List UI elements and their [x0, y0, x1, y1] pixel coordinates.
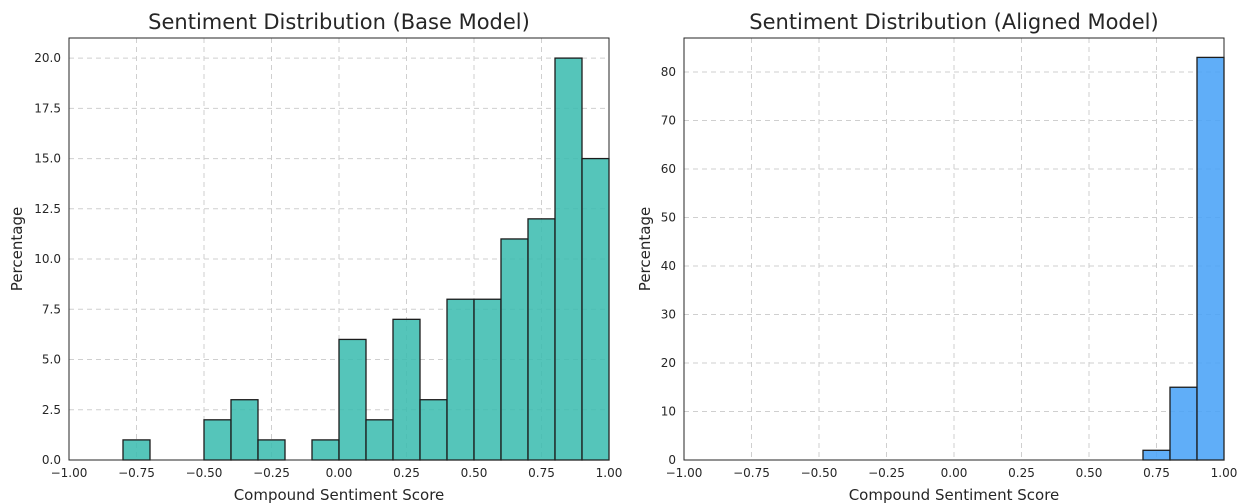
base-y-tick-label: 17.5: [34, 101, 61, 115]
base-histogram-bar: [554, 57, 583, 461]
aligned-y-tick-label: 0: [668, 453, 676, 467]
aligned-x-tick-label: −0.75: [733, 466, 770, 480]
base-histogram-bar: [581, 157, 610, 461]
base-y-tick-label: 2.5: [42, 403, 61, 417]
base-x-tick-label: 1.00: [596, 466, 623, 480]
aligned-chart-xlabel: Compound Sentiment Score: [849, 486, 1060, 504]
base-histogram-bar: [500, 238, 529, 461]
aligned-chart-ylabel: Percentage: [636, 207, 654, 291]
aligned-histogram-bar: [1169, 386, 1198, 461]
aligned-y-tick-label: 40: [661, 259, 676, 273]
base-model-chart: Sentiment Distribution (Base Model) Comp…: [8, 10, 622, 504]
base-x-tick-label: −0.50: [186, 466, 223, 480]
base-bars: [122, 57, 610, 461]
aligned-x-tick-label: −0.50: [801, 466, 838, 480]
aligned-tick-labels: −1.00 −0.75 −0.50 −0.25 0.00 0.25 0.50 0.75 1.00…: [661, 65, 1238, 480]
base-x-tick-label: −1.00: [51, 466, 88, 480]
base-histogram-bar: [203, 419, 232, 461]
base-chart-ylabel: Percentage: [8, 207, 26, 291]
base-x-tick-label: 0.25: [393, 466, 420, 480]
base-y-tick-label: 10.0: [34, 252, 61, 266]
aligned-y-tick-label: 70: [661, 113, 676, 127]
aligned-y-tick-label: 80: [661, 65, 676, 79]
aligned-y-tick-label: 50: [661, 210, 676, 224]
base-histogram-bar: [419, 399, 448, 461]
base-histogram-bar: [392, 318, 421, 461]
aligned-histogram-bar: [1196, 56, 1225, 461]
aligned-y-tick-label: 60: [661, 162, 676, 176]
aligned-model-chart: Sentiment Distribution (Aligned Model) C…: [636, 10, 1237, 504]
aligned-bars: [1142, 56, 1225, 461]
base-histogram-bar: [365, 419, 394, 461]
aligned-chart-title: Sentiment Distribution (Aligned Model): [749, 10, 1158, 34]
base-histogram-bar: [311, 439, 340, 461]
aligned-x-tick-label: −1.00: [666, 466, 703, 480]
base-histogram-bar: [338, 338, 367, 461]
aligned-x-tick-label: 0.00: [941, 466, 968, 480]
base-y-tick-label: 20.0: [34, 51, 61, 65]
base-histogram-bar: [446, 298, 475, 461]
base-y-tick-label: 0.0: [42, 453, 61, 467]
aligned-y-tick-label: 10: [661, 404, 676, 418]
base-plot-frame: [68, 37, 610, 461]
base-histogram-bar: [122, 439, 151, 461]
base-y-tick-label: 12.5: [34, 202, 61, 216]
base-x-tick-label: −0.75: [118, 466, 155, 480]
base-tick-labels: −1.00 −0.75 −0.50 −0.25 0.00 0.25 0.50 0.75 1.00…: [34, 51, 622, 480]
aligned-x-tick-label: −0.25: [868, 466, 905, 480]
aligned-y-tick-label: 30: [661, 307, 676, 321]
base-histogram-bar: [527, 218, 556, 461]
aligned-y-tick-label: 20: [661, 356, 676, 370]
aligned-x-tick-label: 0.25: [1008, 466, 1035, 480]
aligned-x-tick-label: 0.75: [1143, 466, 1170, 480]
base-y-tick-label: 5.0: [42, 353, 61, 367]
aligned-histogram-bar: [1142, 449, 1171, 461]
aligned-gridlines: [683, 38, 1225, 461]
base-x-tick-label: 0.75: [528, 466, 555, 480]
base-y-tick-label: 7.5: [42, 302, 61, 316]
base-chart-title: Sentiment Distribution (Base Model): [148, 10, 530, 34]
base-x-tick-label: 0.50: [461, 466, 488, 480]
base-x-tick-label: −0.25: [253, 466, 290, 480]
aligned-x-tick-label: 1.00: [1211, 466, 1238, 480]
aligned-plot-frame: [683, 37, 1225, 461]
base-histogram-bar: [473, 298, 502, 461]
aligned-x-tick-label: 0.50: [1076, 466, 1103, 480]
base-chart-xlabel: Compound Sentiment Score: [234, 486, 445, 504]
base-x-tick-label: 0.00: [326, 466, 353, 480]
base-histogram-bar: [257, 439, 286, 461]
base-histogram-bar: [230, 399, 259, 461]
base-y-tick-label: 15.0: [34, 152, 61, 166]
